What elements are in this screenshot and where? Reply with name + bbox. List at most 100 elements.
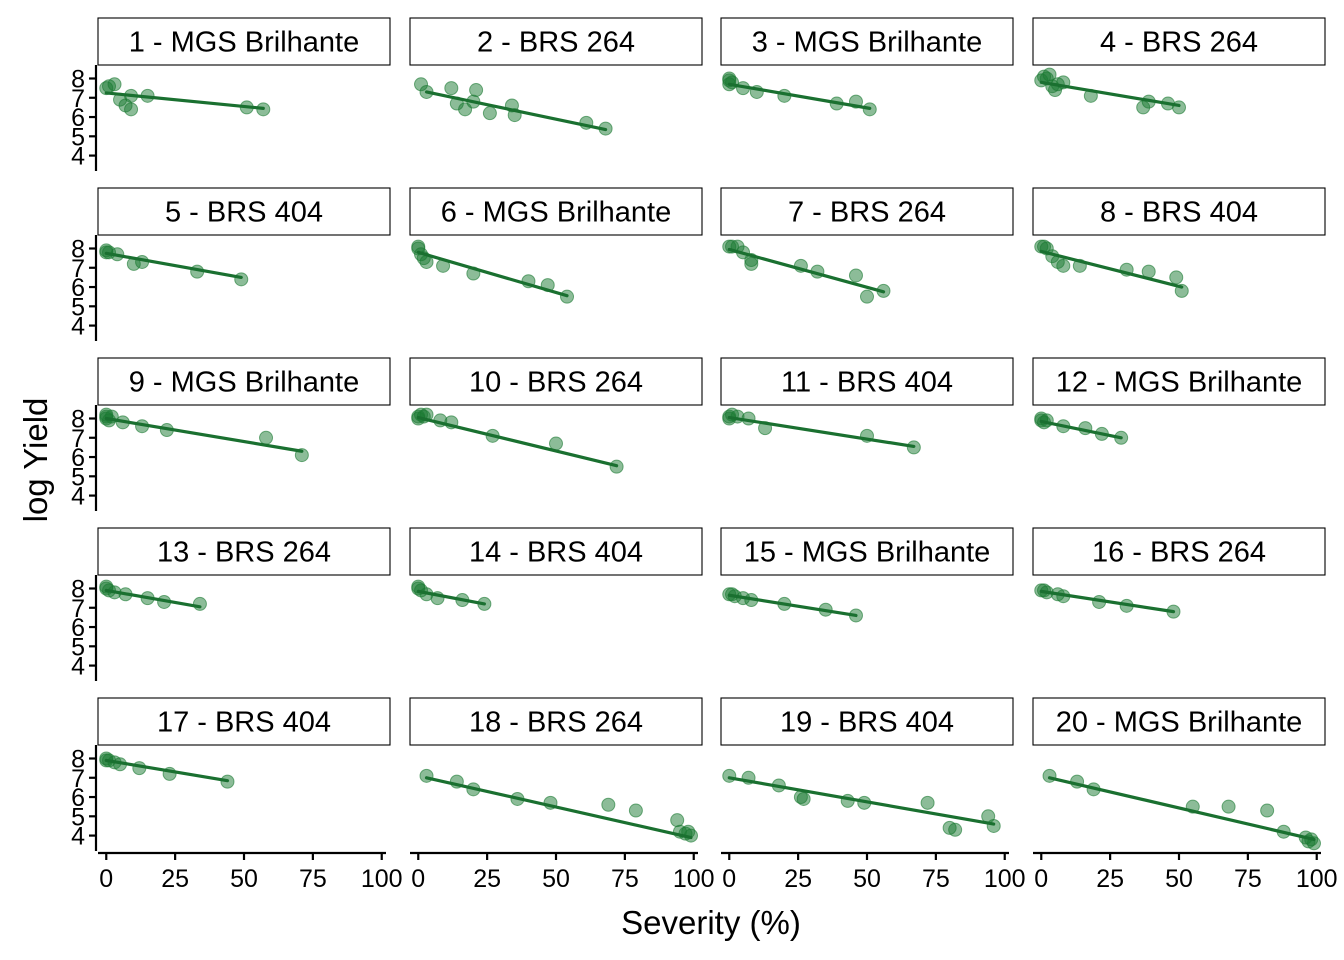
x-tick-label: 100 [984, 865, 1026, 893]
y-tick-label: 4 [71, 143, 85, 171]
facet-label: 11 - BRS 404 [781, 367, 953, 399]
fit-line [104, 758, 230, 783]
fit-line [1047, 776, 1316, 842]
fit-line [416, 589, 486, 606]
facet-label: 19 - BRS 404 [780, 707, 954, 739]
data-point [796, 791, 811, 806]
facet-label: 6 - MGS Brilhante [441, 197, 671, 229]
fit-line [416, 415, 619, 468]
y-tick-label: 4 [71, 313, 85, 341]
y-tick-label: 5 [71, 463, 85, 491]
data-point [722, 768, 737, 783]
x-tick-label: 0 [1034, 865, 1048, 893]
facet-strip [720, 527, 1014, 576]
fit-line [104, 588, 202, 609]
facet-label: 20 - MGS Brilhante [1056, 707, 1303, 739]
data-point [986, 818, 1001, 833]
data-point [124, 102, 139, 117]
data-point [628, 803, 643, 818]
x-tick-label: 0 [722, 865, 736, 893]
fit-line [727, 776, 996, 826]
x-tick-label: 100 [1296, 865, 1338, 893]
y-tick-label: 4 [71, 653, 85, 681]
data-point [259, 430, 274, 445]
facet-label: 3 - MGS Brilhante [752, 27, 982, 59]
y-tick-label: 6 [71, 274, 85, 302]
x-tick-label: 50 [853, 865, 881, 893]
y-tick-label: 8 [71, 405, 85, 433]
y-tick-label: 5 [71, 633, 85, 661]
x-tick-label: 0 [99, 865, 113, 893]
fit-line [1039, 419, 1123, 440]
facet-strip [409, 357, 703, 406]
data-point [670, 813, 685, 828]
facet-label: 5 - BRS 404 [165, 197, 323, 229]
y-tick-label: 7 [71, 595, 85, 623]
y-tick-label: 6 [71, 444, 85, 472]
y-tick-label: 8 [71, 65, 85, 93]
facet-strip [409, 697, 703, 746]
x-tick-label: 100 [673, 865, 715, 893]
data-point [469, 83, 484, 98]
data-point [1260, 803, 1275, 818]
y-tick-label: 5 [71, 293, 85, 321]
facet-label: 10 - BRS 264 [469, 367, 643, 399]
x-tick-label: 0 [411, 865, 425, 893]
x-tick-label: 25 [1096, 865, 1124, 893]
facet-label: 15 - MGS Brilhante [744, 537, 991, 569]
y-axis-title: log Yield [17, 398, 54, 523]
facet-label: 12 - MGS Brilhante [1056, 367, 1303, 399]
facet-strip [720, 357, 1014, 406]
data-point [444, 81, 459, 96]
y-tick-label: 5 [71, 123, 85, 151]
y-tick-label: 8 [71, 235, 85, 263]
facet-label: 16 - BRS 264 [1092, 537, 1266, 569]
y-tick-label: 8 [71, 575, 85, 603]
x-tick-label: 75 [922, 865, 950, 893]
y-tick-label: 8 [71, 745, 85, 773]
x-tick-label: 50 [542, 865, 570, 893]
data-point [744, 256, 759, 271]
facet-label: 8 - BRS 404 [1100, 197, 1258, 229]
fit-line [104, 416, 304, 453]
data-point [848, 268, 863, 283]
fit-line [727, 415, 916, 449]
fit-line [416, 250, 569, 298]
y-tick-label: 7 [71, 85, 85, 113]
fit-line [424, 90, 608, 132]
facet-strip [1032, 697, 1326, 746]
x-tick-label: 100 [361, 865, 403, 893]
y-tick-label: 4 [71, 483, 85, 511]
data-point [948, 822, 963, 837]
data-point [1056, 258, 1071, 273]
y-tick-label: 7 [71, 425, 85, 453]
facet-strip [720, 187, 1014, 236]
y-tick-label: 6 [71, 784, 85, 812]
fit-line [1039, 80, 1181, 108]
fit-line [1039, 249, 1184, 289]
y-tick-label: 6 [71, 104, 85, 132]
data-point [107, 77, 122, 92]
x-tick-label: 25 [784, 865, 812, 893]
facet-label: 17 - BRS 404 [157, 707, 331, 739]
facet-strip [1032, 17, 1326, 66]
fit-line [727, 82, 872, 110]
x-tick-label: 25 [161, 865, 189, 893]
facet-strip [97, 697, 391, 746]
data-point [1172, 100, 1186, 115]
facet-strip [97, 17, 391, 66]
fit-line [727, 593, 858, 618]
facet-strip [1032, 187, 1326, 236]
x-tick-label: 75 [611, 865, 639, 893]
data-point [549, 436, 563, 451]
facet-label: 7 - BRS 264 [788, 197, 946, 229]
x-tick-label: 75 [1234, 865, 1262, 893]
data-point [920, 795, 935, 810]
facet-strip [409, 187, 703, 236]
data-point [192, 596, 207, 611]
fit-line [424, 776, 693, 840]
data-point [1169, 270, 1184, 285]
facet-label: 18 - BRS 264 [469, 707, 643, 739]
